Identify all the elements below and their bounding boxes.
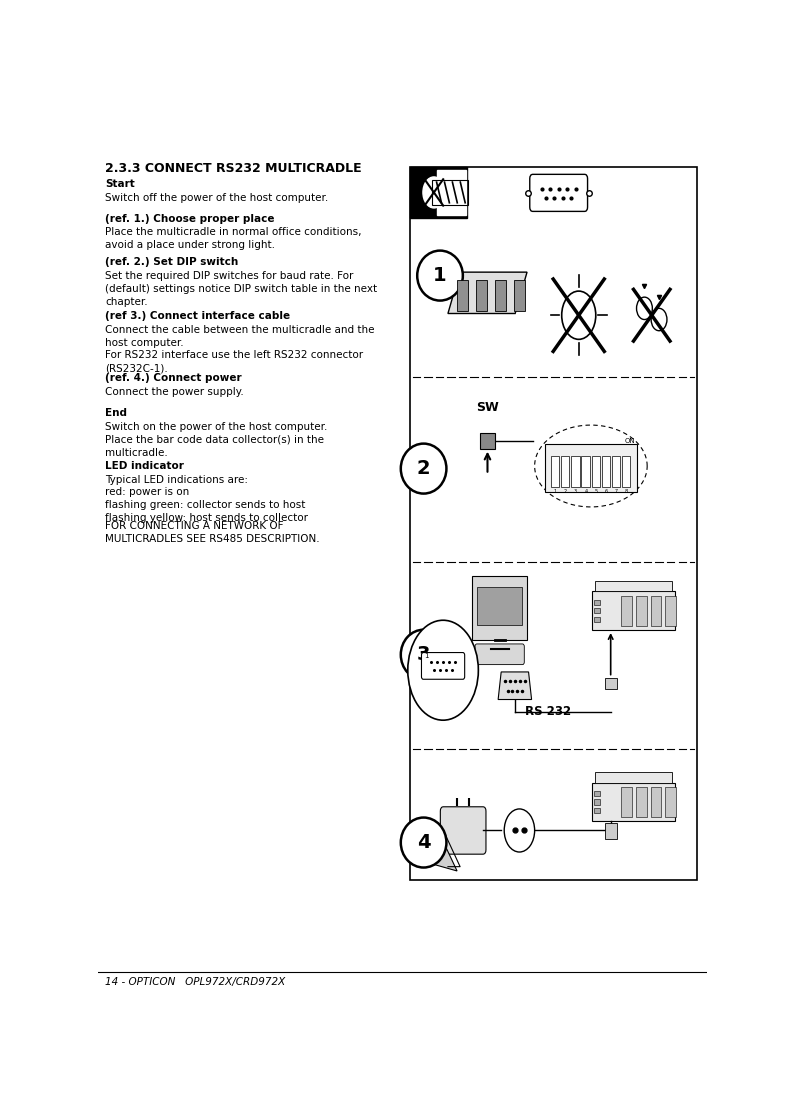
FancyBboxPatch shape [594,600,601,604]
FancyBboxPatch shape [622,787,632,817]
FancyBboxPatch shape [604,824,617,838]
Text: (ref. 4.) Connect power: (ref. 4.) Connect power [105,373,242,383]
Text: (ref. 2.) Set DIP switch: (ref. 2.) Set DIP switch [105,257,239,267]
Polygon shape [495,280,506,311]
FancyBboxPatch shape [622,455,630,487]
Text: Place the multicradle in normal office conditions,
avoid a place under strong li: Place the multicradle in normal office c… [105,227,362,251]
Text: 3: 3 [417,646,430,665]
FancyBboxPatch shape [604,678,617,688]
FancyBboxPatch shape [636,595,647,626]
FancyBboxPatch shape [546,444,637,492]
Polygon shape [476,280,487,311]
FancyBboxPatch shape [596,772,671,782]
Polygon shape [448,272,527,313]
FancyBboxPatch shape [651,595,662,626]
FancyBboxPatch shape [410,167,467,218]
FancyBboxPatch shape [665,787,676,817]
Text: (ref. 1.) Choose proper place: (ref. 1.) Choose proper place [105,214,275,224]
Text: FOR CONNECTING A NETWORK OF
MULTICRADLES SEE RS485 DESCRIPTION.: FOR CONNECTING A NETWORK OF MULTICRADLES… [105,521,320,544]
FancyBboxPatch shape [551,455,559,487]
FancyBboxPatch shape [593,782,674,821]
FancyBboxPatch shape [477,587,522,626]
Text: 8: 8 [625,489,628,495]
Text: 5: 5 [594,489,597,495]
Text: 1: 1 [424,652,429,659]
Text: RS 232: RS 232 [525,705,571,718]
FancyBboxPatch shape [530,175,587,211]
Text: End: End [105,408,127,419]
Text: 14 - OPTICON   OPL972X/CRD972X: 14 - OPTICON OPL972X/CRD972X [105,977,286,987]
FancyBboxPatch shape [651,787,662,817]
FancyBboxPatch shape [582,455,590,487]
FancyBboxPatch shape [594,791,601,796]
Text: 6: 6 [604,489,608,495]
Ellipse shape [401,818,447,867]
Text: 4: 4 [417,833,430,852]
Text: 2: 2 [417,459,430,478]
FancyBboxPatch shape [594,808,601,814]
Polygon shape [458,280,469,311]
FancyBboxPatch shape [475,643,524,665]
FancyBboxPatch shape [422,652,465,679]
Ellipse shape [417,251,463,301]
FancyBboxPatch shape [473,576,527,640]
FancyBboxPatch shape [665,595,676,626]
Circle shape [637,298,652,320]
Circle shape [504,809,535,852]
Text: (ref 3.) Connect interface cable: (ref 3.) Connect interface cable [105,311,290,321]
Text: Start: Start [105,179,135,189]
Text: 2.3.3 CONNECT RS232 MULTICRADLE: 2.3.3 CONNECT RS232 MULTICRADLE [105,162,362,175]
Polygon shape [498,671,531,699]
FancyBboxPatch shape [636,787,647,817]
FancyBboxPatch shape [593,591,674,630]
FancyBboxPatch shape [602,455,610,487]
FancyBboxPatch shape [410,167,697,880]
Circle shape [651,309,667,331]
Ellipse shape [401,443,447,493]
FancyBboxPatch shape [571,455,579,487]
Text: 2: 2 [564,489,567,495]
FancyBboxPatch shape [592,455,600,487]
Circle shape [562,291,596,339]
FancyBboxPatch shape [480,433,495,449]
Polygon shape [414,833,457,871]
FancyBboxPatch shape [437,170,466,215]
FancyBboxPatch shape [594,799,601,805]
Ellipse shape [401,630,447,679]
FancyBboxPatch shape [622,595,632,626]
Ellipse shape [407,620,478,721]
Text: ON: ON [625,439,635,444]
Text: SW: SW [476,402,498,414]
Text: 1: 1 [553,489,557,495]
Text: Connect the power supply.: Connect the power supply. [105,387,244,397]
FancyBboxPatch shape [440,807,486,854]
FancyBboxPatch shape [596,581,671,591]
Text: 4: 4 [584,489,587,495]
Text: Typical LED indications are:
red: power is on
flashing green: collector sends to: Typical LED indications are: red: power … [105,474,309,523]
Polygon shape [514,280,525,311]
FancyBboxPatch shape [594,609,601,613]
Text: Switch off the power of the host computer.: Switch off the power of the host compute… [105,192,329,203]
Circle shape [423,177,445,208]
Text: LED indicator: LED indicator [105,461,184,471]
Text: Set the required DIP switches for baud rate. For
(default) settings notice DIP s: Set the required DIP switches for baud r… [105,271,378,307]
Text: 7: 7 [615,489,618,495]
Text: 1: 1 [433,266,447,285]
Text: 3: 3 [574,489,577,495]
Text: Switch on the power of the host computer.
Place the bar code data collector(s) i: Switch on the power of the host computer… [105,422,328,458]
FancyBboxPatch shape [612,455,620,487]
Text: Connect the cable between the multicradle and the
host computer.
For RS232 inter: Connect the cable between the multicradl… [105,325,375,373]
FancyBboxPatch shape [594,617,601,622]
FancyBboxPatch shape [561,455,569,487]
